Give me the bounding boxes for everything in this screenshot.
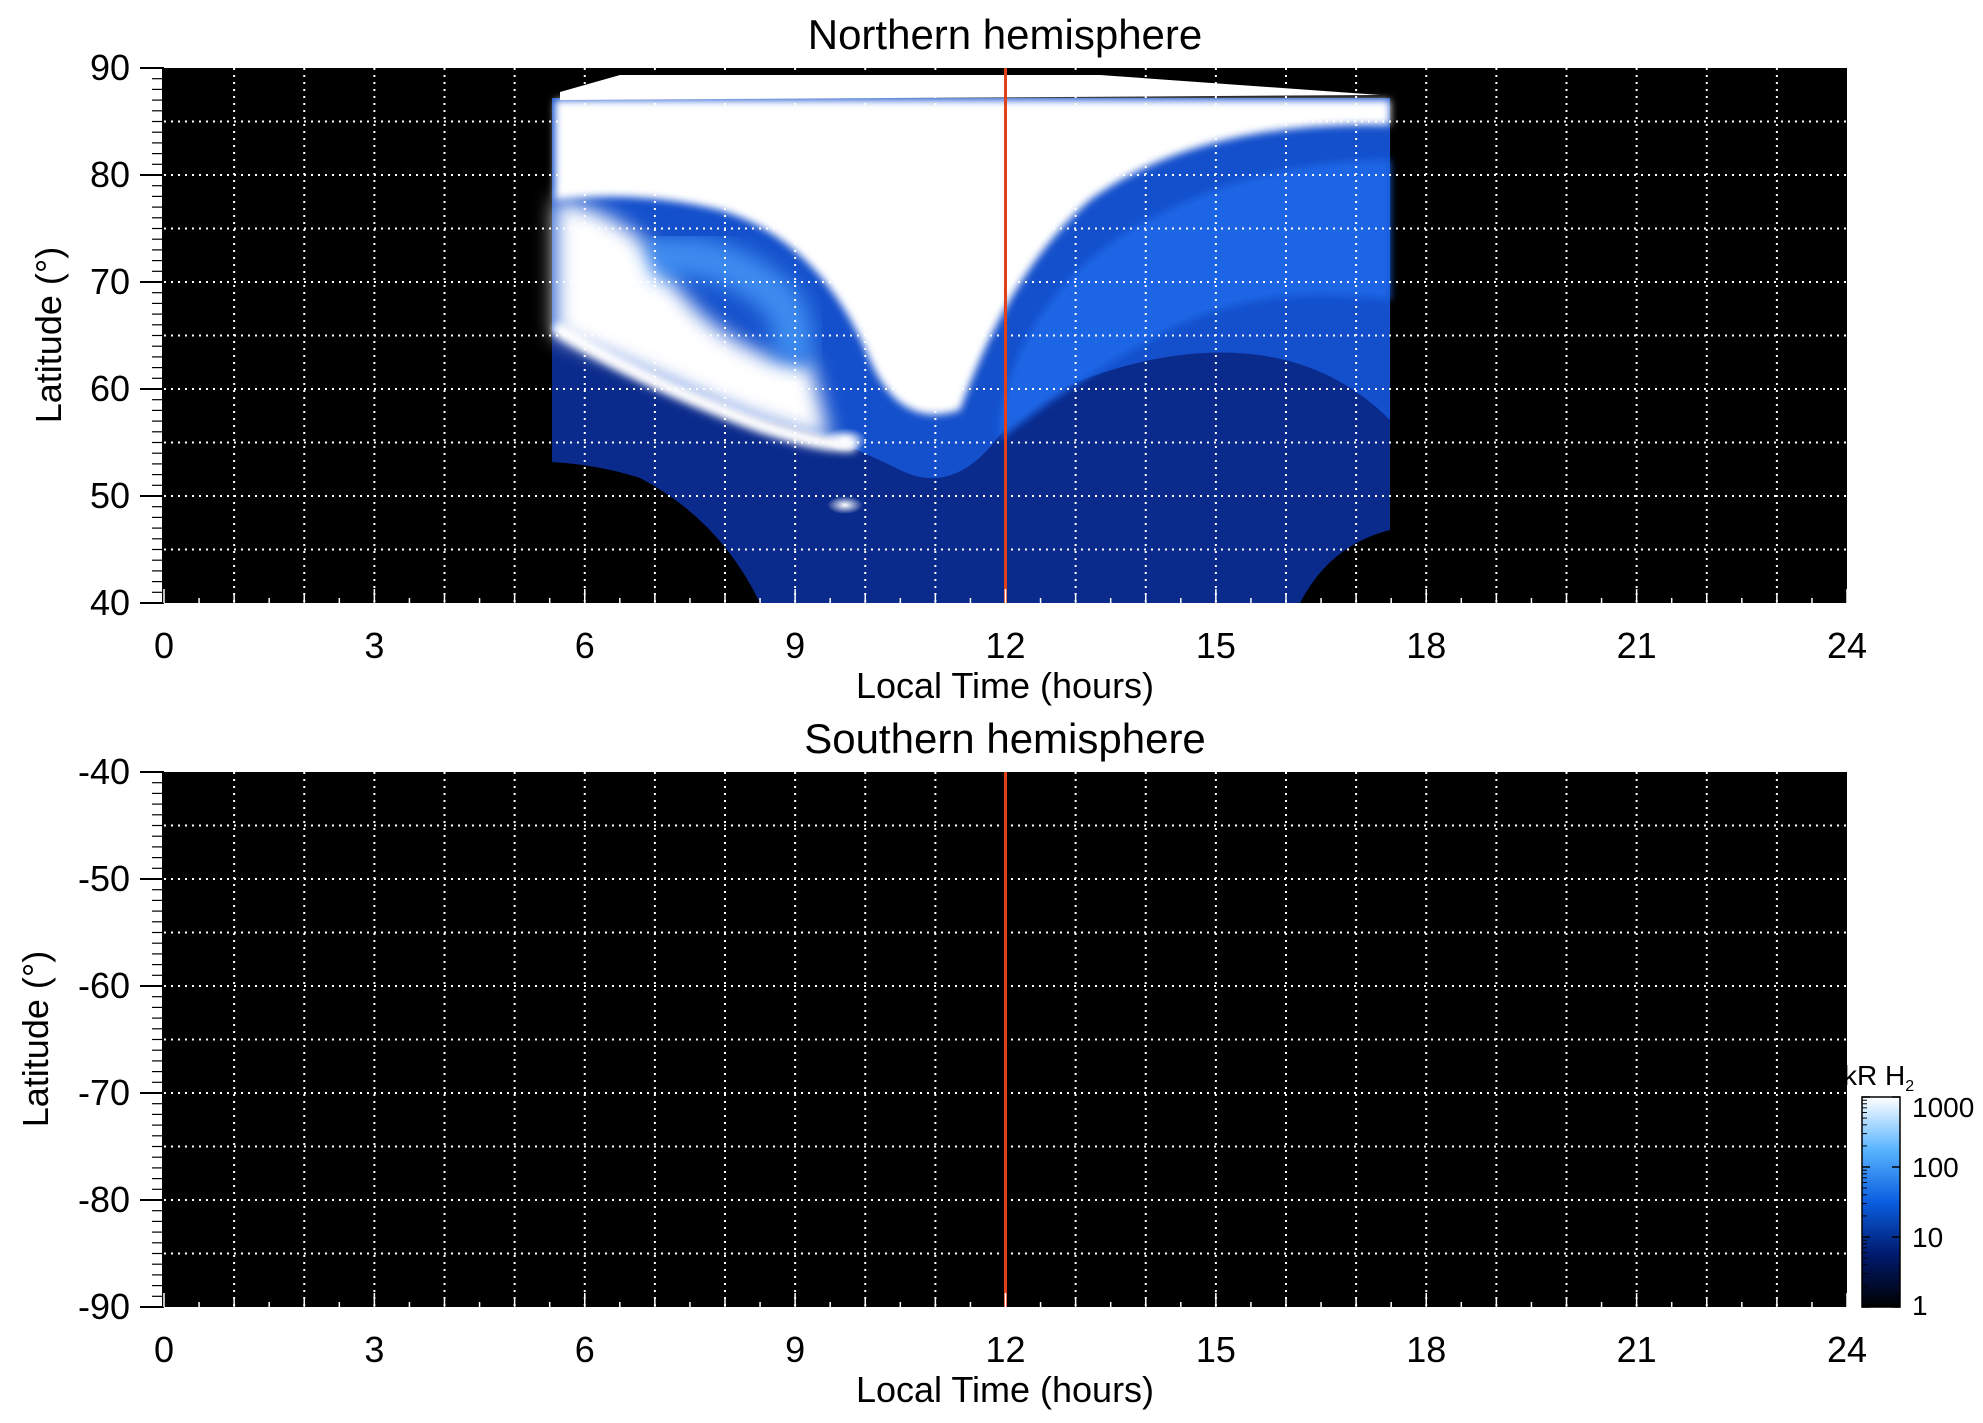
x-tick-label: 9 — [785, 1329, 805, 1370]
x-tick-label: 18 — [1406, 1329, 1446, 1370]
y-tick-label: -90 — [78, 1286, 130, 1327]
colorbar-ticks — [1862, 1096, 1900, 1308]
y-tick-label: 50 — [90, 475, 130, 516]
x-tick-label: 21 — [1617, 625, 1657, 666]
y-tick-label: 60 — [90, 368, 130, 409]
y-tick-label: -60 — [78, 965, 130, 1006]
x-tick-label: 9 — [785, 625, 805, 666]
y-tick-label: -70 — [78, 1072, 130, 1113]
x-tick-label: 6 — [575, 1329, 595, 1370]
panel-northern: Northern hemisphere 0 3 6 9 12 15 18 21 … — [28, 11, 1867, 706]
x-tick-label: 15 — [1196, 625, 1236, 666]
x-tick-label: 12 — [985, 1329, 1025, 1370]
x-axis-label-southern: Local Time (hours) — [856, 1369, 1154, 1410]
y-tick-label: 40 — [90, 582, 130, 623]
x-tick-label: 18 — [1406, 625, 1446, 666]
y-tick-label: 70 — [90, 261, 130, 302]
x-tick-label: 3 — [364, 1329, 384, 1370]
y-tick-label: -40 — [78, 751, 130, 792]
x-tick-label: 6 — [575, 625, 595, 666]
colorbar-unit-label: kR H2 — [1843, 1060, 1914, 1095]
x-tick-label: 0 — [154, 625, 174, 666]
emission-image-northern — [552, 75, 1390, 603]
colorbar: kR H2 1000 100 10 1 — [1843, 1060, 1974, 1321]
axes-northern — [140, 67, 1848, 604]
y-axis-label-northern: Latitude (°) — [28, 247, 69, 423]
y-axis-label-southern: Latitude (°) — [15, 951, 56, 1127]
x-tick-label: 21 — [1617, 1329, 1657, 1370]
colorbar-tick-label: 10 — [1912, 1222, 1943, 1253]
colorbar-tick-label: 100 — [1912, 1152, 1959, 1183]
panel-southern: Southern hemisphere 0 3 6 9 12 15 18 21 … — [15, 715, 1867, 1410]
colorbar-scale — [1861, 1096, 1901, 1308]
panel-title-northern: Northern hemisphere — [808, 11, 1203, 58]
axes-southern — [140, 771, 1848, 1308]
x-tick-label: 12 — [985, 625, 1025, 666]
x-tick-label: 15 — [1196, 1329, 1236, 1370]
colorbar-tick-label: 1000 — [1912, 1092, 1974, 1123]
y-tick-label: 90 — [90, 47, 130, 88]
x-tick-label: 24 — [1827, 1329, 1867, 1370]
x-tick-label: 24 — [1827, 625, 1867, 666]
y-tick-label: 80 — [90, 154, 130, 195]
x-tick-label: 0 — [154, 1329, 174, 1370]
x-axis-label-northern: Local Time (hours) — [856, 665, 1154, 706]
y-tick-label: -80 — [78, 1179, 130, 1220]
x-tick-label: 3 — [364, 625, 384, 666]
y-tick-label: -50 — [78, 858, 130, 899]
panel-title-southern: Southern hemisphere — [804, 715, 1206, 762]
colorbar-tick-label: 1 — [1912, 1290, 1928, 1321]
